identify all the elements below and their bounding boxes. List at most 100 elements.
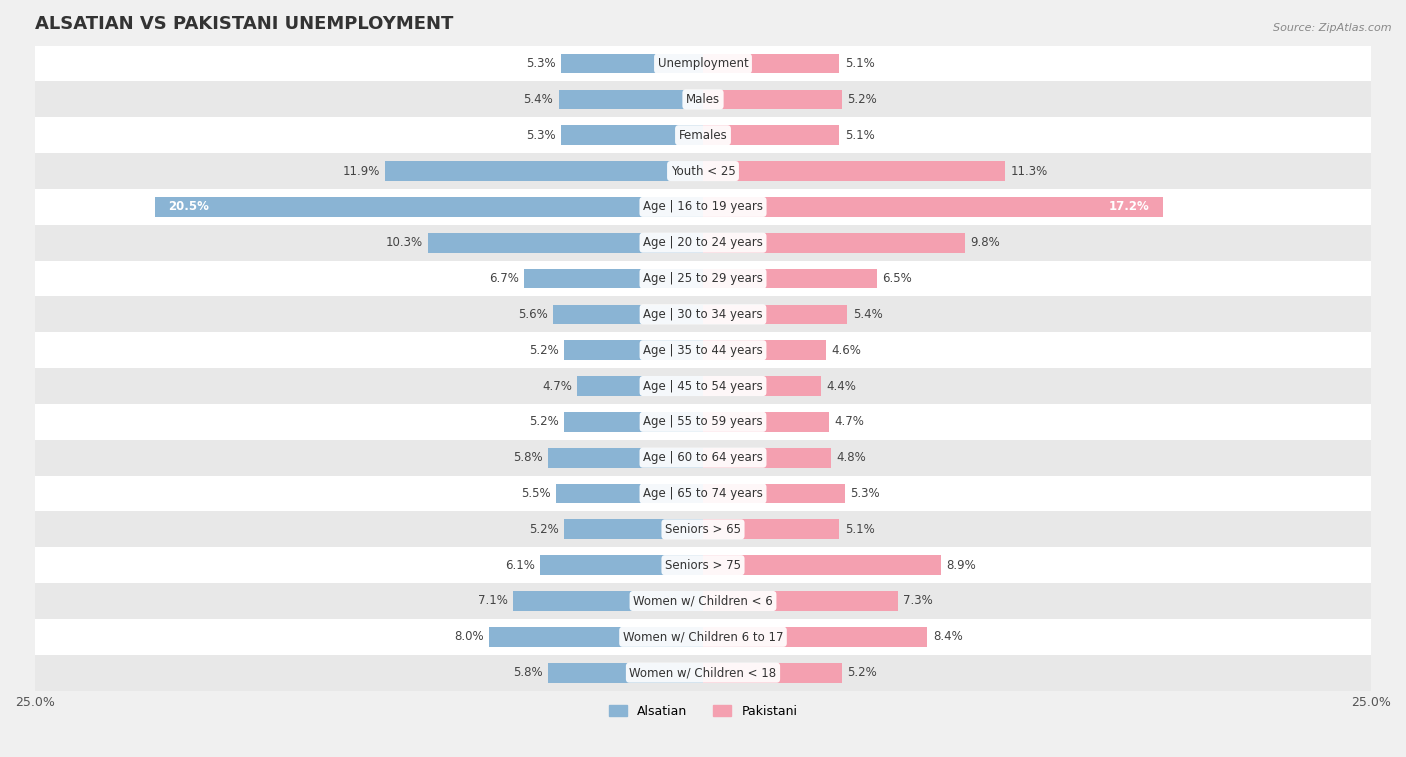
- Bar: [35, 512, 1371, 547]
- Bar: [561, 54, 703, 73]
- Bar: [35, 260, 1371, 297]
- Bar: [561, 126, 703, 145]
- Text: Females: Females: [679, 129, 727, 142]
- Text: 5.2%: 5.2%: [848, 93, 877, 106]
- Text: 4.4%: 4.4%: [825, 379, 856, 393]
- Text: 6.1%: 6.1%: [505, 559, 534, 572]
- Text: Age | 35 to 44 years: Age | 35 to 44 years: [643, 344, 763, 357]
- Text: Youth < 25: Youth < 25: [671, 164, 735, 178]
- Text: Seniors > 75: Seniors > 75: [665, 559, 741, 572]
- Text: Women w/ Children 6 to 17: Women w/ Children 6 to 17: [623, 631, 783, 643]
- Text: Males: Males: [686, 93, 720, 106]
- Bar: [703, 89, 842, 109]
- Text: 4.7%: 4.7%: [543, 379, 572, 393]
- Text: 5.6%: 5.6%: [519, 308, 548, 321]
- Text: Age | 55 to 59 years: Age | 55 to 59 years: [643, 416, 763, 428]
- Text: 5.2%: 5.2%: [529, 523, 558, 536]
- Text: 7.3%: 7.3%: [904, 594, 934, 608]
- Text: ALSATIAN VS PAKISTANI UNEMPLOYMENT: ALSATIAN VS PAKISTANI UNEMPLOYMENT: [35, 15, 453, 33]
- Text: Age | 65 to 74 years: Age | 65 to 74 years: [643, 487, 763, 500]
- Text: 5.3%: 5.3%: [526, 57, 555, 70]
- Bar: [35, 297, 1371, 332]
- Bar: [513, 591, 703, 611]
- Text: Source: ZipAtlas.com: Source: ZipAtlas.com: [1274, 23, 1392, 33]
- Bar: [703, 556, 941, 575]
- Bar: [35, 332, 1371, 368]
- Text: 5.8%: 5.8%: [513, 451, 543, 464]
- Bar: [524, 269, 703, 288]
- Text: 6.7%: 6.7%: [489, 272, 519, 285]
- Bar: [703, 519, 839, 539]
- Bar: [489, 627, 703, 646]
- Text: 5.8%: 5.8%: [513, 666, 543, 679]
- Bar: [703, 448, 831, 468]
- Text: 7.1%: 7.1%: [478, 594, 508, 608]
- Bar: [564, 519, 703, 539]
- Text: Age | 20 to 24 years: Age | 20 to 24 years: [643, 236, 763, 249]
- Bar: [35, 655, 1371, 690]
- Text: 5.1%: 5.1%: [845, 57, 875, 70]
- Text: 5.1%: 5.1%: [845, 129, 875, 142]
- Bar: [703, 269, 877, 288]
- Bar: [35, 583, 1371, 619]
- Bar: [155, 197, 703, 217]
- Bar: [35, 547, 1371, 583]
- Text: 5.5%: 5.5%: [522, 487, 551, 500]
- Bar: [35, 475, 1371, 512]
- Text: 17.2%: 17.2%: [1108, 201, 1149, 213]
- Text: Age | 45 to 54 years: Age | 45 to 54 years: [643, 379, 763, 393]
- Text: Age | 16 to 19 years: Age | 16 to 19 years: [643, 201, 763, 213]
- Text: Unemployment: Unemployment: [658, 57, 748, 70]
- Bar: [385, 161, 703, 181]
- Text: 11.3%: 11.3%: [1011, 164, 1047, 178]
- Bar: [703, 376, 821, 396]
- Bar: [555, 484, 703, 503]
- Bar: [703, 591, 898, 611]
- Bar: [35, 440, 1371, 475]
- Bar: [540, 556, 703, 575]
- Bar: [703, 484, 845, 503]
- Text: 5.4%: 5.4%: [852, 308, 883, 321]
- Bar: [578, 376, 703, 396]
- Bar: [35, 82, 1371, 117]
- Bar: [564, 341, 703, 360]
- Bar: [35, 225, 1371, 260]
- Text: 5.2%: 5.2%: [848, 666, 877, 679]
- Bar: [35, 619, 1371, 655]
- Text: 4.8%: 4.8%: [837, 451, 866, 464]
- Text: 8.0%: 8.0%: [454, 631, 484, 643]
- Bar: [703, 412, 828, 431]
- Text: 20.5%: 20.5%: [169, 201, 209, 213]
- Bar: [703, 663, 842, 683]
- Bar: [703, 54, 839, 73]
- Bar: [35, 117, 1371, 153]
- Text: 11.9%: 11.9%: [342, 164, 380, 178]
- Bar: [427, 233, 703, 253]
- Bar: [35, 153, 1371, 189]
- Text: Women w/ Children < 6: Women w/ Children < 6: [633, 594, 773, 608]
- Text: 10.3%: 10.3%: [385, 236, 422, 249]
- Bar: [548, 448, 703, 468]
- Bar: [35, 45, 1371, 82]
- Bar: [703, 161, 1005, 181]
- Text: Age | 25 to 29 years: Age | 25 to 29 years: [643, 272, 763, 285]
- Text: 4.6%: 4.6%: [831, 344, 860, 357]
- Text: Women w/ Children < 18: Women w/ Children < 18: [630, 666, 776, 679]
- Text: 9.8%: 9.8%: [970, 236, 1000, 249]
- Text: 4.7%: 4.7%: [834, 416, 863, 428]
- Text: 5.2%: 5.2%: [529, 344, 558, 357]
- Bar: [564, 412, 703, 431]
- Text: Seniors > 65: Seniors > 65: [665, 523, 741, 536]
- Text: 5.1%: 5.1%: [845, 523, 875, 536]
- Bar: [703, 304, 848, 324]
- Bar: [548, 663, 703, 683]
- Text: 5.3%: 5.3%: [851, 487, 880, 500]
- Text: 5.3%: 5.3%: [526, 129, 555, 142]
- Text: 5.4%: 5.4%: [523, 93, 554, 106]
- Bar: [554, 304, 703, 324]
- Text: 8.9%: 8.9%: [946, 559, 976, 572]
- Text: 8.4%: 8.4%: [932, 631, 963, 643]
- Bar: [35, 368, 1371, 404]
- Bar: [558, 89, 703, 109]
- Bar: [703, 197, 1163, 217]
